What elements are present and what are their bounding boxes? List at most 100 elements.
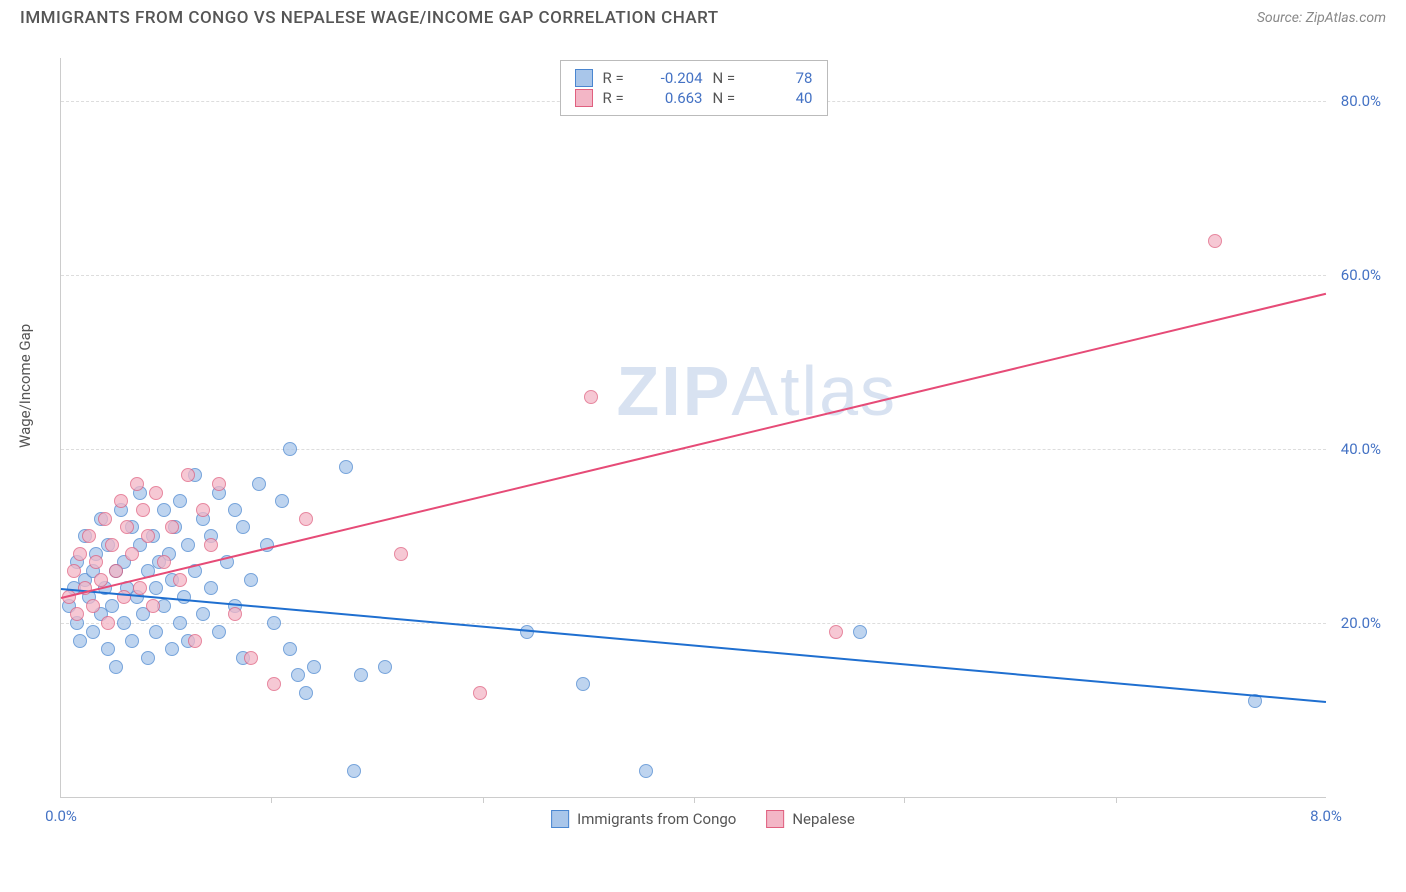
data-point	[212, 477, 226, 491]
ytick-label: 40.0%	[1341, 440, 1381, 458]
xtick-minor	[694, 797, 695, 803]
data-point	[157, 555, 171, 569]
data-point	[244, 573, 258, 587]
watermark: ZIPAtlas	[616, 351, 897, 431]
r-value-congo: -0.204	[643, 69, 703, 87]
data-point	[188, 634, 202, 648]
data-point	[283, 442, 297, 456]
data-point	[157, 503, 171, 517]
data-point	[347, 764, 361, 778]
data-point	[639, 764, 653, 778]
swatch-congo	[575, 69, 593, 87]
data-point	[125, 634, 139, 648]
data-point	[86, 625, 100, 639]
data-point	[120, 520, 134, 534]
data-point	[117, 590, 131, 604]
ytick-label: 80.0%	[1341, 92, 1381, 110]
legend-item-congo: Immigrants from Congo	[551, 810, 736, 828]
n-value-congo: 78	[753, 69, 813, 87]
data-point	[181, 468, 195, 482]
data-point	[70, 607, 84, 621]
data-point	[130, 477, 144, 491]
chart-container: Wage/Income Gap ZIPAtlas R = -0.204 N = …	[20, 38, 1386, 858]
data-point	[173, 616, 187, 630]
ytick-label: 20.0%	[1341, 614, 1381, 632]
data-point	[473, 686, 487, 700]
data-point	[165, 520, 179, 534]
swatch-congo	[551, 810, 569, 828]
data-point	[173, 494, 187, 508]
data-point	[173, 573, 187, 587]
correlation-legend: R = -0.204 N = 78 R = 0.663 N = 40	[560, 60, 828, 116]
data-point	[114, 494, 128, 508]
data-point	[67, 564, 81, 578]
data-point	[283, 642, 297, 656]
xtick-minor	[904, 797, 905, 803]
data-point	[73, 634, 87, 648]
data-point	[82, 529, 96, 543]
data-point	[109, 660, 123, 674]
data-point	[228, 503, 242, 517]
data-point	[89, 555, 103, 569]
data-point	[101, 616, 115, 630]
y-axis-label: Wage/Income Gap	[16, 324, 34, 448]
data-point	[196, 607, 210, 621]
trend-line	[61, 588, 1326, 703]
data-point	[853, 625, 867, 639]
data-point	[584, 390, 598, 404]
data-point	[196, 503, 210, 517]
source-credit: Source: ZipAtlas.com	[1257, 10, 1386, 26]
data-point	[204, 538, 218, 552]
data-point	[252, 477, 266, 491]
legend-item-nepalese: Nepalese	[766, 810, 855, 828]
gridline-h	[61, 275, 1326, 276]
data-point	[149, 625, 163, 639]
swatch-nepalese	[766, 810, 784, 828]
n-value-nepalese: 40	[753, 89, 813, 107]
gridline-h	[61, 623, 1326, 624]
data-point	[291, 668, 305, 682]
data-point	[339, 460, 353, 474]
data-point	[136, 503, 150, 517]
data-point	[105, 599, 119, 613]
data-point	[299, 512, 313, 526]
data-point	[267, 677, 281, 691]
legend-row-nepalese: R = 0.663 N = 40	[575, 89, 813, 107]
trend-line	[61, 293, 1326, 599]
data-point	[307, 660, 321, 674]
data-point	[244, 651, 258, 665]
data-point	[275, 494, 289, 508]
ytick-label: 60.0%	[1341, 266, 1381, 284]
data-point	[149, 486, 163, 500]
plot-area: ZIPAtlas R = -0.204 N = 78 R = 0.663 N =…	[60, 58, 1326, 798]
data-point	[98, 512, 112, 526]
data-point	[354, 668, 368, 682]
data-point	[149, 581, 163, 595]
chart-header: IMMIGRANTS FROM CONGO VS NEPALESE WAGE/I…	[0, 0, 1406, 28]
data-point	[105, 538, 119, 552]
xtick-label: 8.0%	[1310, 807, 1342, 825]
data-point	[181, 538, 195, 552]
data-point	[228, 607, 242, 621]
data-point	[299, 686, 313, 700]
xtick-minor	[483, 797, 484, 803]
data-point	[73, 547, 87, 561]
gridline-h	[61, 449, 1326, 450]
xtick-minor	[1116, 797, 1117, 803]
data-point	[146, 599, 160, 613]
xtick-label: 0.0%	[45, 807, 77, 825]
data-point	[117, 616, 131, 630]
legend-row-congo: R = -0.204 N = 78	[575, 69, 813, 87]
data-point	[133, 581, 147, 595]
data-point	[177, 590, 191, 604]
data-point	[165, 642, 179, 656]
data-point	[212, 625, 226, 639]
data-point	[394, 547, 408, 561]
data-point	[1208, 234, 1222, 248]
data-point	[141, 529, 155, 543]
data-point	[86, 599, 100, 613]
xtick-minor	[271, 797, 272, 803]
chart-title: IMMIGRANTS FROM CONGO VS NEPALESE WAGE/I…	[20, 8, 719, 28]
data-point	[829, 625, 843, 639]
swatch-nepalese	[575, 89, 593, 107]
